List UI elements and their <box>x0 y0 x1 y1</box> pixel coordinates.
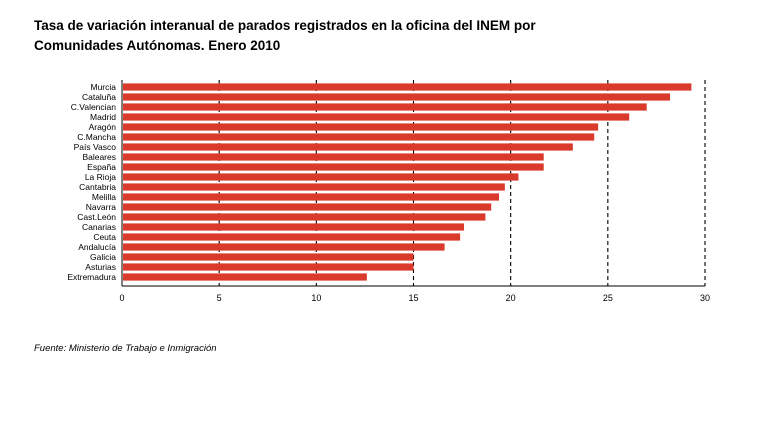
category-label-3: Madrid <box>90 112 116 122</box>
bar-12 <box>123 203 492 211</box>
category-label-16: Andalucía <box>78 242 116 252</box>
source-note: Fuente: Ministerio de Trabajo e Inmigrac… <box>34 343 217 354</box>
category-label-11: Melilla <box>92 192 116 202</box>
bar-18 <box>123 263 414 271</box>
bar-3 <box>123 113 630 121</box>
category-label-0: Murcia <box>90 82 116 92</box>
category-label-10: Cantabria <box>79 182 116 192</box>
bar-1 <box>123 93 671 101</box>
bar-5 <box>123 133 595 141</box>
category-label-15: Ceuta <box>93 232 116 242</box>
x-tick-label-10: 10 <box>311 293 321 303</box>
bar-6 <box>123 143 573 151</box>
category-label-4: Aragón <box>89 122 117 132</box>
x-tick-label-30: 30 <box>700 293 710 303</box>
category-label-2: C.Valencian <box>71 102 116 112</box>
bar-2 <box>123 103 647 111</box>
x-tick-label-15: 15 <box>408 293 418 303</box>
category-label-14: Canarias <box>82 222 116 232</box>
category-label-5: C.Mancha <box>77 132 116 142</box>
bar-13 <box>123 213 486 221</box>
category-label-1: Cataluña <box>82 92 116 102</box>
category-label-12: Navarra <box>86 202 117 212</box>
bar-17 <box>123 253 414 261</box>
bar-9 <box>123 173 519 181</box>
bar-11 <box>123 193 500 201</box>
x-tick-label-20: 20 <box>506 293 516 303</box>
category-label-17: Galicia <box>90 252 116 262</box>
x-tick-label-25: 25 <box>603 293 613 303</box>
bar-15 <box>123 233 461 241</box>
x-tick-label-0: 0 <box>119 293 124 303</box>
bar-8 <box>123 163 544 171</box>
x-tick-label-5: 5 <box>217 293 222 303</box>
bar-10 <box>123 183 505 191</box>
bar-0 <box>123 83 692 91</box>
bar-7 <box>123 153 544 161</box>
category-label-8: España <box>87 162 116 172</box>
chart-title: Tasa de variación interanual de parados … <box>34 16 634 56</box>
category-label-13: Cast.León <box>77 212 116 222</box>
bar-16 <box>123 243 445 251</box>
category-label-18: Asturias <box>85 262 116 272</box>
category-label-9: La Rioja <box>85 172 116 182</box>
chart-title-line-1: Tasa de variación interanual de parados … <box>34 18 536 33</box>
bar-19 <box>123 273 367 281</box>
category-label-19: Extremadura <box>67 272 116 282</box>
chart-title-line-2: Comunidades Autónomas. Enero 2010 <box>34 38 281 53</box>
category-label-6: País Vasco <box>74 142 117 152</box>
bar-4 <box>123 123 599 131</box>
bar-14 <box>123 223 465 231</box>
category-label-7: Baleares <box>82 152 116 162</box>
